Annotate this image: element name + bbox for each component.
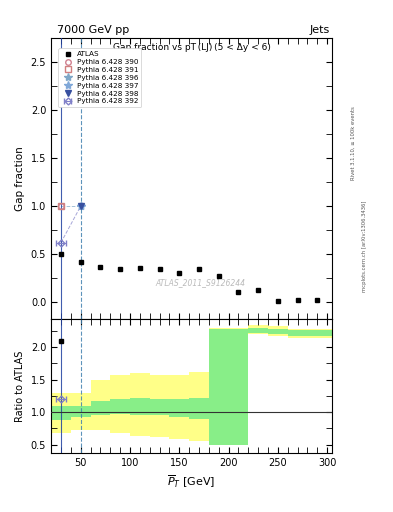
ATLAS xyxy=(157,265,162,271)
Text: mcplots.cern.ch [arXiv:1306.3436]: mcplots.cern.ch [arXiv:1306.3436] xyxy=(362,200,367,291)
ATLAS xyxy=(275,298,280,304)
Text: 7000 GeV pp: 7000 GeV pp xyxy=(57,25,129,35)
Y-axis label: Ratio to ATLAS: Ratio to ATLAS xyxy=(15,351,25,422)
Y-axis label: Gap fraction: Gap fraction xyxy=(15,146,25,211)
ATLAS xyxy=(236,289,241,295)
ATLAS xyxy=(78,259,83,265)
Text: Gap fraction vs pT (LJ) (5 < Δy < 6): Gap fraction vs pT (LJ) (5 < Δy < 6) xyxy=(113,42,270,52)
ATLAS xyxy=(196,265,201,271)
Text: Rivet 3.1.10, ≥ 100k events: Rivet 3.1.10, ≥ 100k events xyxy=(351,106,356,180)
Line: ATLAS: ATLAS xyxy=(59,252,320,304)
Text: Jets: Jets xyxy=(309,25,329,35)
X-axis label: $\overline{P}_{T}$ [GeV]: $\overline{P}_{T}$ [GeV] xyxy=(167,474,216,490)
Legend: ATLAS, Pythia 6.428 390, Pythia 6.428 391, Pythia 6.428 396, Pythia 6.428 397, P: ATLAS, Pythia 6.428 390, Pythia 6.428 39… xyxy=(58,48,141,108)
ATLAS xyxy=(256,287,261,293)
ATLAS xyxy=(59,251,63,257)
Text: ATLAS_2011_S9126244: ATLAS_2011_S9126244 xyxy=(155,279,245,287)
ATLAS xyxy=(315,297,320,303)
ATLAS xyxy=(118,265,123,271)
ATLAS xyxy=(216,273,221,279)
ATLAS xyxy=(138,265,142,271)
ATLAS xyxy=(177,270,182,276)
ATLAS xyxy=(98,264,103,270)
ATLAS xyxy=(295,297,300,303)
